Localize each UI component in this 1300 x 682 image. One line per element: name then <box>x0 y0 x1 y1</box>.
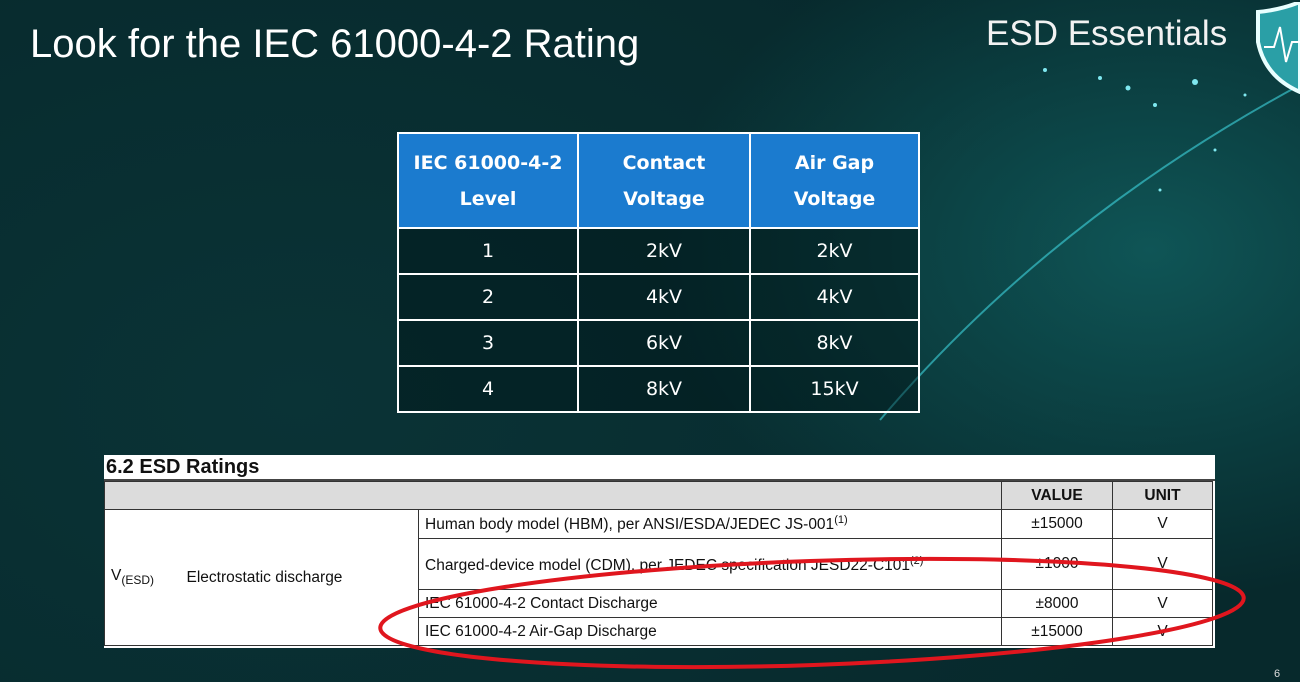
symbol: V(ESD) <box>104 509 181 646</box>
cell: 2kV <box>749 227 920 275</box>
unit: V <box>1112 617 1213 646</box>
value: ±15000 <box>1001 617 1113 646</box>
unit: V <box>1112 589 1213 618</box>
header-air-gap-voltage: Air Gap Voltage <box>749 132 920 229</box>
table-row: 1 2kV 2kV <box>397 227 920 275</box>
header-contact-voltage: Contact Voltage <box>577 132 751 229</box>
table-row: 3 6kV 8kV <box>397 319 920 367</box>
page-number: 6 <box>1274 668 1281 680</box>
table-header-row: VALUE UNIT <box>104 481 1213 510</box>
cell: 8kV <box>749 319 920 367</box>
brand-name: ESD Essentials <box>986 14 1228 53</box>
parameter: Electrostatic discharge <box>180 509 419 646</box>
value: ±15000 <box>1001 509 1113 539</box>
cell: 4 <box>397 365 579 413</box>
esd-ratings-datasheet: 6.2 ESD Ratings VALUE UNIT V(ESD) Electro… <box>104 455 1215 648</box>
header-value: VALUE <box>1001 481 1113 510</box>
cell: 6kV <box>577 319 751 367</box>
cell: 15kV <box>749 365 920 413</box>
cell: 4kV <box>749 273 920 321</box>
cell: 2kV <box>577 227 751 275</box>
condition: Charged-device model (CDM), per JEDEC sp… <box>418 538 1002 590</box>
unit: V <box>1112 538 1213 590</box>
cell: 1 <box>397 227 579 275</box>
table-row: V(ESD) Electrostatic discharge Human bod… <box>104 509 1213 646</box>
esd-ratings-title: 6.2 ESD Ratings <box>104 455 1215 481</box>
value: ±8000 <box>1001 589 1113 618</box>
condition: IEC 61000-4-2 Air-Gap Discharge <box>418 617 1002 646</box>
cell: 2 <box>397 273 579 321</box>
unit: V <box>1112 509 1213 539</box>
cell: 8kV <box>577 365 751 413</box>
table-row: 2 4kV 4kV <box>397 273 920 321</box>
condition: IEC 61000-4-2 Contact Discharge <box>418 589 1002 618</box>
cell: 3 <box>397 319 579 367</box>
header-level: IEC 61000-4-2 Level <box>397 132 579 229</box>
esd-ratings-table: VALUE UNIT V(ESD) Electrostatic discharge… <box>104 481 1213 646</box>
slide-title: Look for the IEC 61000-4-2 Rating <box>30 22 640 66</box>
cell: 4kV <box>577 273 751 321</box>
iec-level-table: IEC 61000-4-2 Level Contact Voltage Air Ga… <box>397 132 920 413</box>
shield-heartbeat-icon <box>1256 2 1300 94</box>
table-row: 4 8kV 15kV <box>397 365 920 413</box>
header-unit: UNIT <box>1112 481 1213 510</box>
condition: Human body model (HBM), per ANSI/ESDA/JE… <box>418 509 1002 539</box>
value: ±1000 <box>1001 538 1113 590</box>
